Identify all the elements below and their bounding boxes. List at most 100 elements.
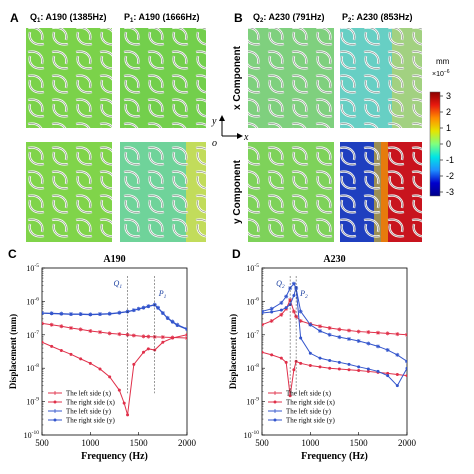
field-a-p1-x (120, 28, 206, 128)
data-point (405, 332, 407, 337)
data-point (385, 331, 390, 336)
data-point (337, 327, 342, 332)
data-point (98, 312, 102, 316)
x-axis-label: Frequency (Hz) (81, 451, 148, 462)
y-tick-label: 10-5 (246, 263, 259, 273)
data-point (171, 320, 174, 324)
panel-a-q-title: Q1: A190 (1385Hz) (30, 12, 107, 24)
data-point (291, 309, 296, 314)
y-tick-label: 10-7 (26, 330, 39, 340)
data-point (308, 322, 313, 327)
data-point (117, 311, 121, 315)
data-point (161, 311, 165, 315)
data-point (298, 309, 303, 314)
data-point (59, 324, 64, 329)
legend-entry: The right side (x) (66, 399, 115, 407)
lattice-pattern (340, 28, 422, 128)
colorbar-tick-label: 2 (446, 107, 451, 117)
coordinate-axes-glyph: y x o (211, 115, 249, 149)
data-point (59, 312, 63, 316)
data-point (308, 364, 312, 368)
data-point (79, 312, 83, 316)
data-point (262, 311, 264, 315)
y-tick-label: 10-9 (246, 397, 259, 407)
axis-glyph-y-arrow (219, 115, 225, 121)
legend-entry: The left side (y) (286, 408, 332, 416)
x-tick-label: 2000 (178, 438, 197, 448)
data-point (126, 413, 130, 417)
axis-glyph-x: x (243, 132, 249, 143)
legend-entry: The left side (x) (66, 390, 112, 398)
colorbar-tick-label: -2 (446, 171, 454, 181)
data-point (132, 308, 136, 312)
y-tick-label: 10-10 (244, 430, 260, 440)
data-point (386, 374, 390, 378)
data-point (69, 352, 73, 356)
data-point (185, 327, 187, 331)
data-point (308, 351, 312, 355)
data-point (357, 365, 361, 369)
colorbar-gradient (429, 91, 441, 197)
y-axis-label: Displacement (mm) (8, 314, 18, 389)
data-point (376, 330, 380, 335)
data-point (42, 321, 44, 326)
y-tick-label: 10-8 (26, 363, 39, 373)
colorbar-tick-label: 3 (446, 91, 451, 101)
data-point (328, 359, 332, 363)
data-point (262, 350, 264, 354)
series-line (262, 287, 407, 387)
colorbar-tick-label: -3 (446, 187, 454, 197)
data-point (262, 322, 264, 327)
legend-entry: The right side (x) (286, 399, 335, 407)
lattice-pattern (120, 28, 206, 128)
y-tick-label: 10-6 (246, 296, 259, 306)
y-component-label: y Component (232, 159, 243, 224)
data-point (122, 401, 126, 405)
lattice-pattern (248, 28, 334, 128)
data-point (284, 360, 288, 364)
data-point (141, 334, 146, 339)
plot-frame (41, 267, 188, 436)
legend-marker (273, 418, 277, 422)
data-point (107, 331, 112, 336)
panel-letter: D (232, 247, 241, 261)
data-point (79, 357, 83, 361)
x-tick-label: 1000 (301, 438, 320, 448)
data-point (337, 335, 342, 340)
data-point (49, 322, 54, 327)
data-point (288, 394, 292, 398)
data-point (347, 328, 351, 333)
axis-glyph-y: y (211, 116, 217, 127)
chart-title: A190 (103, 254, 125, 265)
data-point (395, 372, 399, 376)
y-tick-label: 10-6 (26, 296, 39, 306)
data-point (132, 362, 136, 366)
colorbar: mm ×10−6 3 2 1 0 -1 -2 -3 (429, 57, 454, 197)
lattice-pattern (120, 142, 206, 242)
data-point (366, 341, 371, 346)
axis-glyph-o: o (212, 138, 217, 149)
x-axis-label: Frequency (Hz) (301, 451, 368, 462)
lattice-pattern (248, 142, 334, 242)
panel-b-p-title: P2: A230 (853Hz) (342, 12, 413, 24)
data-point (142, 350, 145, 354)
data-point (292, 294, 296, 298)
data-point (146, 347, 150, 351)
data-point (299, 336, 303, 340)
data-point (356, 329, 361, 334)
series-line (262, 282, 407, 362)
x-component-label: x Component (232, 45, 243, 110)
field-a-p1-y (120, 142, 206, 242)
data-point (318, 324, 322, 329)
data-point (88, 361, 92, 365)
data-point (294, 314, 299, 319)
lattice-pattern (340, 142, 422, 242)
panel-letter-b: B (234, 11, 243, 25)
data-point (376, 344, 380, 349)
y-tick-label: 10-8 (246, 363, 259, 373)
data-point (146, 305, 150, 309)
data-point (405, 359, 407, 364)
data-point (42, 340, 44, 344)
colorbar-tick-label: 0 (446, 139, 451, 149)
panel-letter-a: A (10, 11, 19, 25)
